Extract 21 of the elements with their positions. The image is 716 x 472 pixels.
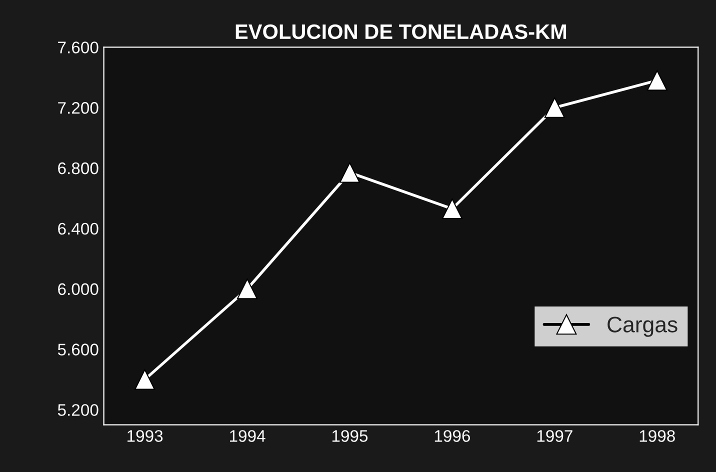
x-tick-label: 1995 bbox=[332, 430, 368, 442]
y-tick-label: 6.000 bbox=[58, 283, 98, 296]
chart-title: EVOLUCION DE TONELADAS-KM bbox=[236, 24, 566, 40]
y-tick-label: 5.200 bbox=[58, 404, 98, 416]
x-tick-label: 1996 bbox=[434, 430, 470, 442]
x-tick-label: 1993 bbox=[128, 430, 163, 442]
point bbox=[339, 162, 360, 183]
y-tick-label: 5.600 bbox=[58, 344, 98, 356]
y-tick-label: 7.200 bbox=[58, 102, 98, 114]
y-tick-label: 6.400 bbox=[58, 222, 98, 235]
x-tick-label: 1997 bbox=[537, 430, 572, 442]
x-tick-label: 1994 bbox=[230, 430, 266, 442]
y-tick-label: 6.800 bbox=[58, 162, 98, 174]
point bbox=[134, 369, 156, 390]
point bbox=[544, 97, 565, 118]
legend-label: Cargas bbox=[608, 316, 678, 337]
x-tick-label: 1998 bbox=[640, 430, 675, 442]
y-tick-label: 7.600 bbox=[58, 42, 98, 54]
point bbox=[442, 198, 462, 220]
point bbox=[237, 278, 258, 300]
point bbox=[646, 70, 668, 91]
